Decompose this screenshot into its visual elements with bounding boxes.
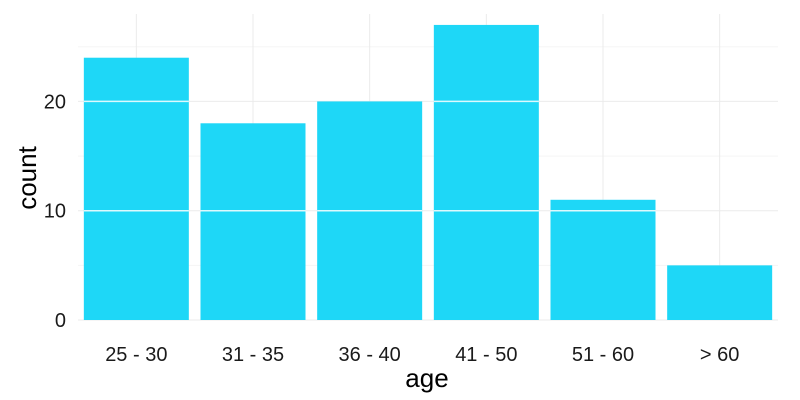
x-tick-label: 36 - 40	[339, 344, 401, 366]
y-tick-labels: 0 10 20	[44, 91, 66, 332]
y-tick-label: 0	[55, 310, 66, 332]
x-tick-label: > 60	[700, 344, 739, 366]
bar-overlay-grid	[83, 100, 656, 212]
y-tick-label: 20	[44, 91, 66, 113]
bar	[83, 57, 189, 320]
x-axis-title: age	[405, 363, 448, 393]
x-tick-label: 25 - 30	[105, 344, 167, 366]
bar	[433, 24, 539, 321]
x-tick-label: 31 - 35	[222, 344, 284, 366]
x-tick-label: 41 - 50	[455, 344, 517, 366]
bar	[667, 265, 773, 320]
x-tick-label: 51 - 60	[572, 344, 634, 366]
y-axis-title: count	[12, 145, 42, 209]
bar	[550, 199, 656, 320]
x-tick-labels: 25 - 30 31 - 35 36 - 40 41 - 50 51 - 60 > 60	[105, 344, 739, 366]
bar	[200, 123, 306, 321]
bars	[83, 24, 773, 321]
y-tick-label: 10	[44, 201, 66, 223]
grid-lines	[78, 14, 778, 321]
